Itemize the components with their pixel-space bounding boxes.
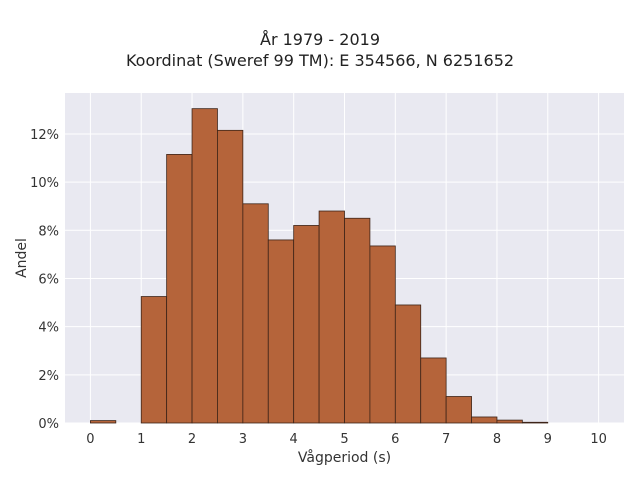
histogram-bar: [344, 217, 371, 424]
histogram-bar: [267, 239, 295, 424]
x-tick-label: 1: [137, 432, 145, 447]
y-tick-label: 12%: [30, 128, 59, 143]
x-tick: 9: [544, 432, 552, 447]
y-tick: 12%: [30, 128, 59, 143]
histogram-bar: [420, 357, 447, 424]
x-tick: 0: [86, 432, 94, 447]
y-axis-label: Andel: [14, 238, 30, 278]
y-tick-label: 4%: [38, 321, 59, 336]
x-tick-label: 0: [86, 432, 94, 447]
histogram-bar: [140, 296, 168, 424]
x-tick: 2: [188, 432, 196, 447]
x-axis-ticks: 0 1 2 3 4 5 6 7 8 9 10: [86, 432, 607, 447]
chart-title: År 1979 - 2019: [260, 30, 380, 49]
x-tick-label: 10: [590, 432, 607, 447]
y-tick: 0%: [38, 417, 59, 432]
x-tick-label: 5: [340, 432, 348, 447]
x-tick: 4: [290, 432, 298, 447]
histogram-bar: [90, 420, 117, 424]
histogram-bar: [369, 245, 396, 424]
x-tick-label: 3: [239, 432, 247, 447]
histogram-bar: [318, 210, 345, 424]
y-tick: 6%: [38, 272, 59, 287]
x-tick: 10: [590, 432, 607, 447]
histogram-bar: [521, 421, 549, 424]
x-tick-label: 9: [544, 432, 552, 447]
bars-group: [90, 108, 549, 424]
x-tick: 8: [493, 432, 501, 447]
y-tick: 10%: [30, 176, 59, 191]
x-tick-label: 8: [493, 432, 501, 447]
y-tick-label: 2%: [38, 369, 59, 384]
y-tick-label: 0%: [38, 417, 59, 432]
x-tick: 5: [340, 432, 348, 447]
y-tick: 2%: [38, 369, 59, 384]
histogram-bar: [191, 108, 218, 424]
x-tick-label: 2: [188, 432, 196, 447]
chart-subtitle: Koordinat (Sweref 99 TM): E 354566, N 62…: [125, 51, 515, 70]
x-tick-label: 7: [442, 432, 450, 447]
y-axis-ticks: 0% 2% 4% 6% 8% 10% 12%: [30, 128, 59, 432]
y-tick-label: 10%: [30, 176, 59, 191]
x-tick: 7: [442, 432, 450, 447]
y-tick: 8%: [38, 224, 59, 239]
x-tick: 3: [239, 432, 247, 447]
histogram-bar: [242, 203, 269, 424]
y-tick-label: 8%: [38, 224, 59, 239]
x-tick: 6: [391, 432, 399, 447]
y-tick-label: 6%: [38, 272, 59, 287]
x-axis-label: Vågperiod (s): [298, 449, 391, 466]
histogram-bar: [445, 396, 472, 424]
x-tick-label: 4: [290, 432, 298, 447]
histogram-bar: [471, 416, 498, 424]
y-tick: 4%: [38, 321, 59, 336]
histogram-bar: [496, 419, 523, 424]
histogram-bar: [293, 225, 320, 424]
histogram-bar: [166, 154, 193, 424]
x-tick-label: 6: [391, 432, 399, 447]
x-tick: 1: [137, 432, 145, 447]
histogram-bar: [394, 304, 422, 424]
histogram-bar: [217, 129, 244, 424]
